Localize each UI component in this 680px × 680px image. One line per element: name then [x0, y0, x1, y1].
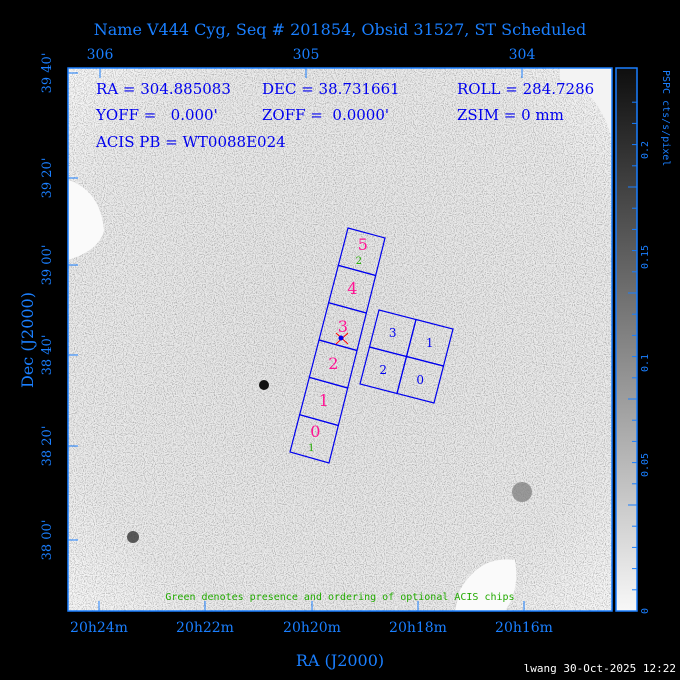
acis-s-chip-label: 1: [318, 391, 329, 411]
ra-tick-label: 20h22m: [176, 620, 234, 636]
dec-tick-label: 39 40': [40, 52, 55, 94]
ra-tick-label: 20h16m: [495, 620, 553, 636]
acis-s-chip-label: 5: [357, 234, 368, 254]
diffuse-source: [512, 482, 532, 502]
optional-chips-note: Green denotes presence and ordering of o…: [165, 592, 515, 603]
colorbar-tick-label: 0.1: [640, 353, 651, 373]
plot-frame: [67, 67, 613, 612]
ra-value: RA = 304.885083: [96, 80, 231, 98]
zoff-value: ZOFF = 0.0000': [262, 106, 390, 124]
bright-source: [259, 380, 269, 390]
colorbar-label: PSPC cts/s/pixel: [660, 70, 671, 167]
colorbar-tick-label: 0.05: [640, 452, 651, 478]
colorbar-tick-label: 0.2: [640, 140, 651, 160]
acis-pb-value: ACIS PB = WT0088E024: [96, 133, 286, 151]
aimpoint-marker: [335, 332, 349, 345]
roll-value: ROLL = 284.7286: [457, 80, 595, 98]
acis-s-chip-label: 2: [328, 354, 339, 373]
ra-tick-label: 20h18m: [389, 620, 447, 636]
colorbar-tick-label: 0: [640, 607, 651, 615]
zsim-value: ZSIM = 0 mm: [457, 106, 564, 124]
acis-i-chip-label: 0: [416, 372, 425, 387]
optional-chip-order: 2: [355, 255, 363, 267]
dec-value: DEC = 38.731661: [262, 80, 400, 98]
acis-i-chip: [368, 309, 417, 358]
ra-tick-label: 20h20m: [283, 620, 341, 636]
acis-i-chip-label: 2: [379, 363, 388, 378]
top-tick-label: 306: [86, 47, 114, 63]
y-axis-label: Dec (J2000): [18, 292, 37, 388]
ra-tick-label: 20h24m: [70, 620, 128, 636]
acis-s-chip-label: 0: [310, 421, 321, 441]
plot-title: Name V444 Cyg, Seq # 201854, Obsid 31527…: [93, 20, 587, 39]
acis-s-chip-label: 3: [337, 316, 348, 336]
acis-s-chip-label: 4: [347, 279, 358, 299]
dec-tick-label: 38 00': [40, 519, 55, 561]
x-axis-label: RA (J2000): [295, 651, 385, 670]
acis-chip-layout: [289, 227, 454, 464]
dec-tick-label: 38 20': [40, 425, 55, 467]
colorbar-tick-label: 0.15: [640, 244, 651, 270]
yoff-value: YOFF = 0.000': [96, 106, 218, 124]
acis-i-chip-label: 3: [388, 326, 397, 341]
dec-tick-label: 39 20': [40, 157, 55, 199]
optional-chip-order: 1: [308, 442, 315, 454]
colorbar: [615, 67, 638, 612]
top-tick-label: 305: [292, 47, 320, 63]
dec-tick-label: 38 40': [40, 334, 55, 376]
footer-stamp: lwang 30-Oct-2025 12:22: [523, 662, 676, 675]
bright-source: [127, 531, 139, 543]
top-tick-label: 304: [508, 47, 536, 63]
acis-s-chip: [337, 227, 386, 277]
dec-tick-label: 39 00': [40, 244, 55, 286]
acis-i-chip-label: 1: [425, 335, 434, 350]
